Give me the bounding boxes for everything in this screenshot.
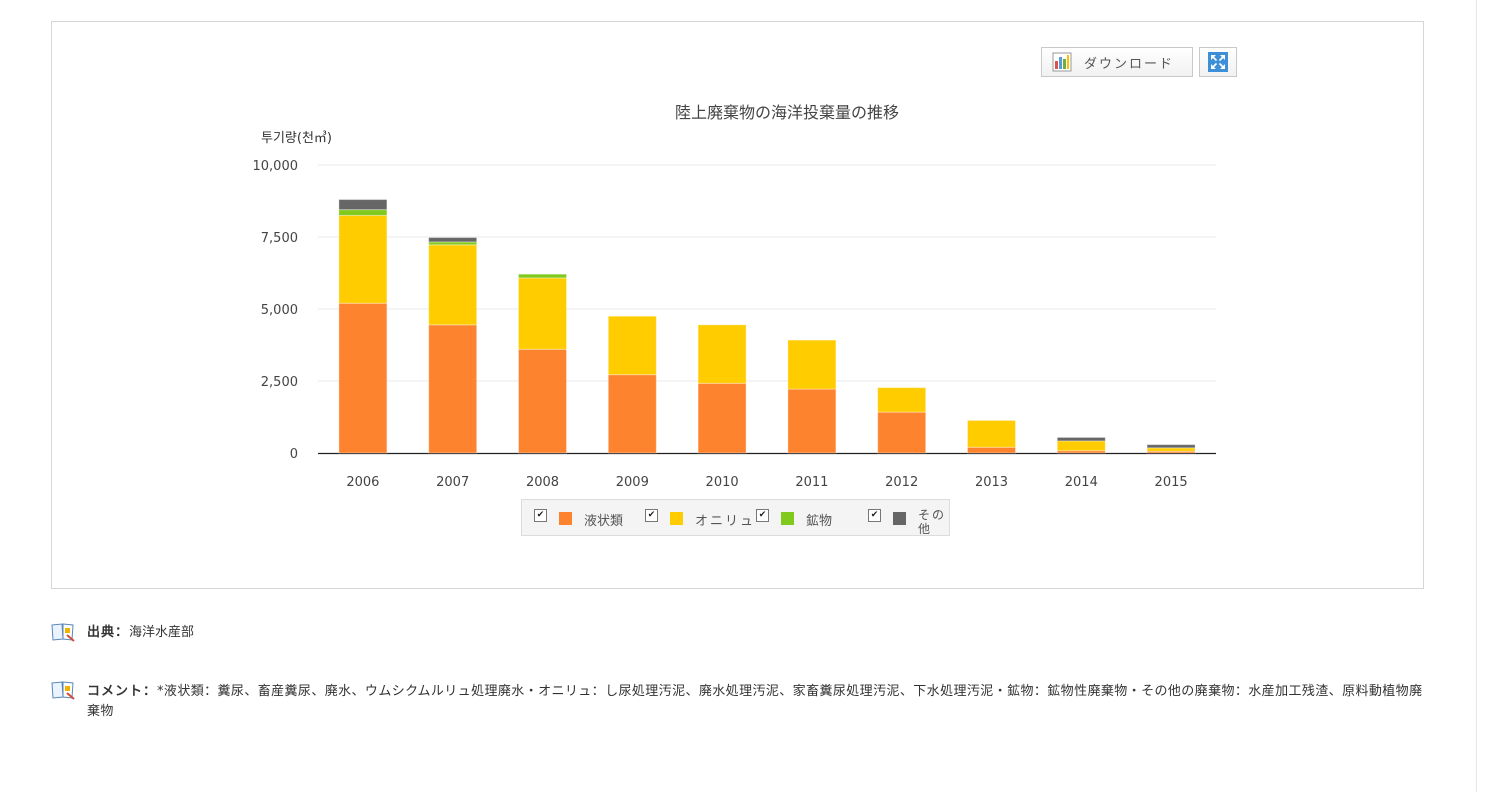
legend-swatch xyxy=(559,512,572,525)
bar-segment xyxy=(787,339,837,390)
legend-checkbox[interactable]: ✔ xyxy=(868,509,881,522)
bar-segment xyxy=(1146,444,1196,449)
bar-segment xyxy=(338,199,388,211)
bar-segment xyxy=(1056,436,1106,442)
bar-segment xyxy=(338,209,388,216)
chart-title: 陸上廃棄物の海洋投棄量の推移 xyxy=(675,103,899,122)
chart-download-icon xyxy=(1052,52,1072,72)
book-icon xyxy=(51,681,75,700)
source-note: 出典：海洋水産部 xyxy=(51,622,751,644)
comment-label: コメント： xyxy=(87,684,158,699)
page-edge xyxy=(1476,0,1477,792)
x-tick-label: 2014 xyxy=(1065,475,1098,490)
x-tick-label: 2011 xyxy=(795,475,828,490)
bar-segment xyxy=(338,214,388,304)
chart-panel xyxy=(51,21,1424,589)
expand-button[interactable] xyxy=(1199,47,1237,77)
y-tick-label: 7,500 xyxy=(261,231,298,246)
expand-icon xyxy=(1208,52,1228,72)
bar-segment xyxy=(1056,450,1106,454)
y-tick-label: 0 xyxy=(290,447,298,462)
y-tick-label: 5,000 xyxy=(261,303,298,318)
download-button[interactable]: ダウンロード xyxy=(1041,47,1193,77)
source-label: 出典： xyxy=(87,625,130,640)
source-text: 海洋水産部 xyxy=(129,625,195,640)
x-tick-label: 2008 xyxy=(526,475,559,490)
y-tick-label: 10,000 xyxy=(253,159,299,174)
bar-segment xyxy=(518,348,567,454)
chart-canvas: 陸上廃棄物の海洋投棄量の推移 투기량(천㎥) 10,000 7,500 5,000 2,5… xyxy=(253,103,1216,490)
legend-checkbox[interactable]: ✔ xyxy=(645,509,658,522)
bar-segment xyxy=(967,419,1016,448)
bar-segment xyxy=(877,411,927,454)
x-tick-label: 2006 xyxy=(346,475,379,490)
legend-label: オニリュ xyxy=(695,514,756,529)
bar-segment xyxy=(697,382,747,454)
legend-swatch xyxy=(781,512,794,525)
x-tick-label: 2013 xyxy=(975,475,1008,490)
legend-label: 鉱物 xyxy=(806,514,833,529)
bar-segment xyxy=(607,315,657,376)
book-icon xyxy=(51,623,75,642)
download-label: ダウンロード xyxy=(1084,56,1175,72)
legend-label: 液状類 xyxy=(584,514,624,529)
legend-checkbox[interactable]: ✔ xyxy=(534,509,547,522)
bar-segment xyxy=(338,302,388,454)
x-tick-label: 2015 xyxy=(1155,475,1188,490)
legend-swatch xyxy=(670,512,683,525)
bar-segment xyxy=(877,387,927,413)
bar-segment xyxy=(967,446,1016,454)
comment-note: コメント：*液状類：糞尿、畜産糞尿、廃水、ウムシクムルリュ処理廃水・オニリュ：し… xyxy=(51,680,1429,726)
x-tick-label: 2012 xyxy=(885,475,918,490)
x-tick-label: 2007 xyxy=(436,475,469,490)
bar-segment xyxy=(428,244,478,326)
comment-text: *液状類：糞尿、畜産糞尿、廃水、ウムシクムルリュ処理廃水・オニリュ：し尿処理汚泥… xyxy=(87,684,1423,719)
bar-segment xyxy=(428,324,478,454)
bar-segment xyxy=(1056,440,1106,452)
bar-segment xyxy=(1146,447,1196,452)
x-tick-label: 2009 xyxy=(616,475,649,490)
chart-legend: ✔ 液状類 ✔ オニリュ ✔ 鉱物 ✔ その他 xyxy=(521,499,950,536)
legend-checkbox[interactable]: ✔ xyxy=(756,509,769,522)
legend-label: その他 xyxy=(918,508,947,536)
bar-segment xyxy=(518,277,567,350)
y-axis-label: 투기량(천㎥) xyxy=(261,131,332,146)
bar-segment xyxy=(787,388,837,454)
bar-segment xyxy=(607,374,657,454)
x-tick-label: 2010 xyxy=(706,475,739,490)
bar-segment xyxy=(428,237,478,243)
bar-segment xyxy=(518,273,567,279)
y-tick-label: 2,500 xyxy=(261,375,298,390)
bar-segment xyxy=(697,324,747,384)
legend-swatch xyxy=(893,512,906,525)
